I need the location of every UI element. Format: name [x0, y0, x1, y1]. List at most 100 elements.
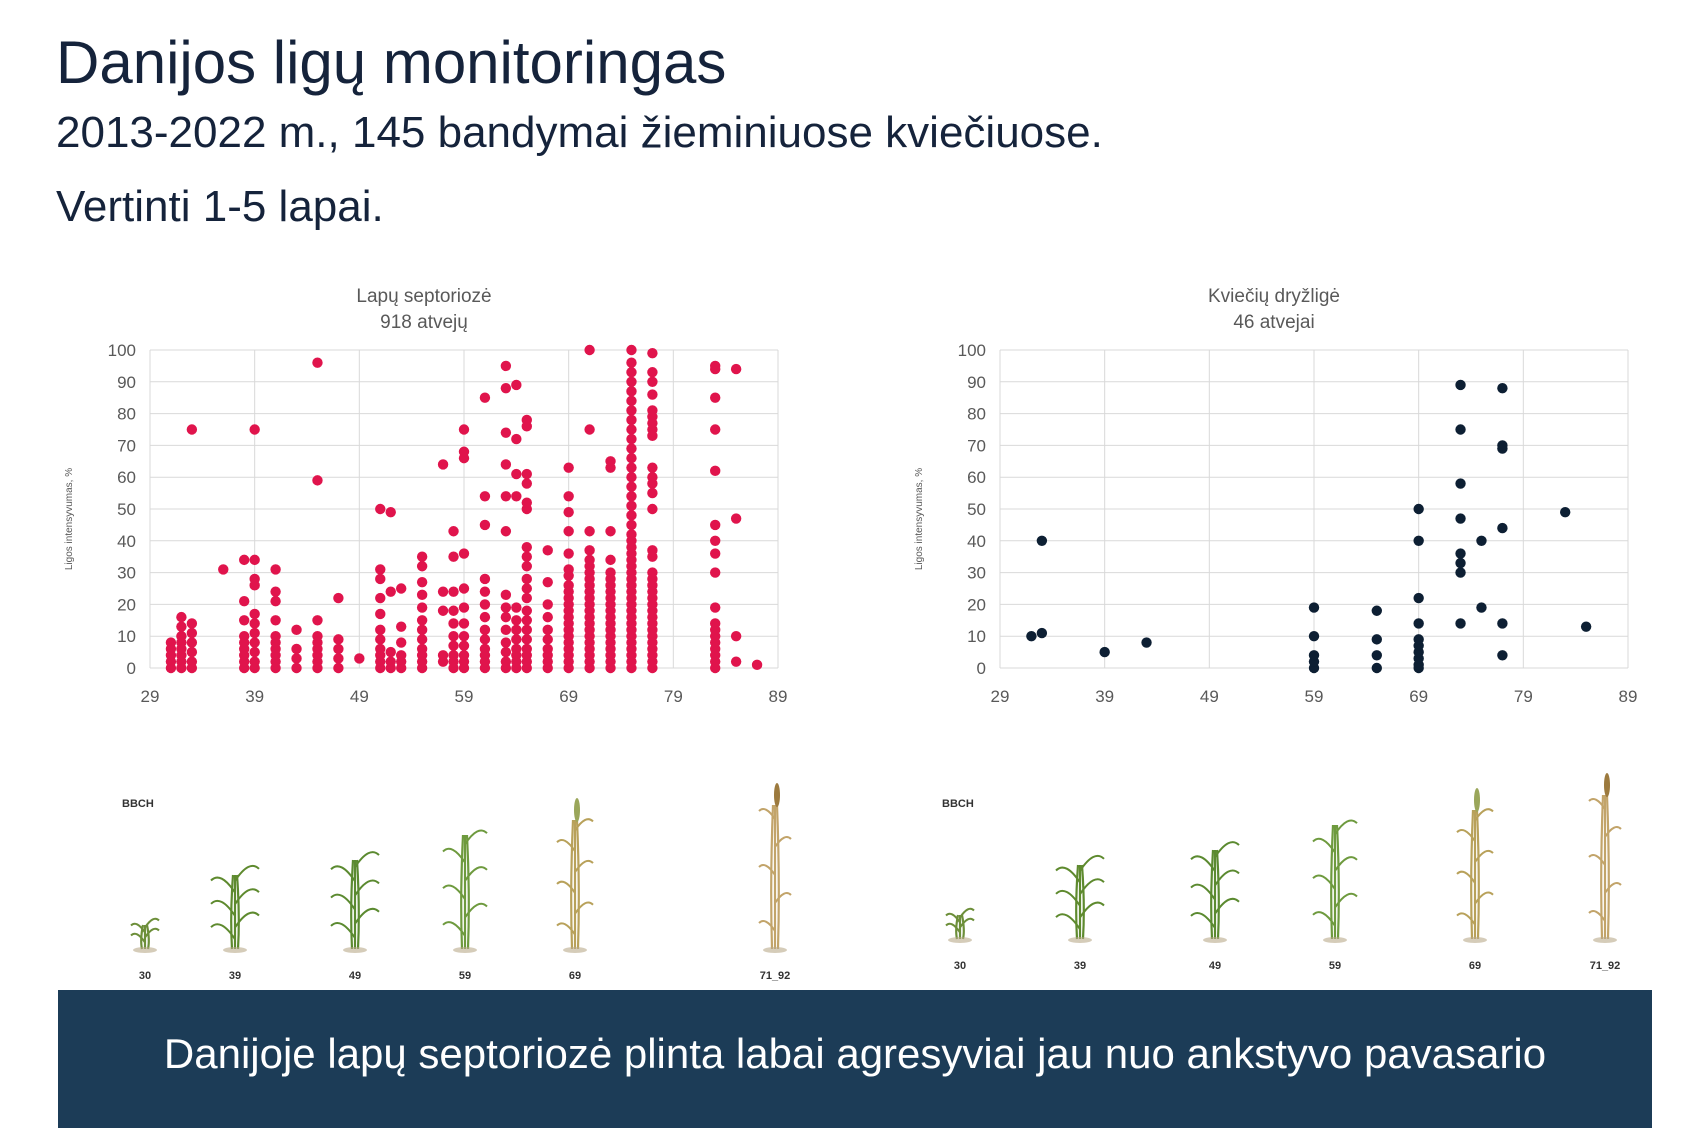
data-point: [500, 526, 512, 537]
y-tick-label: 70: [967, 436, 986, 455]
wheat-plant-icon: [1045, 835, 1115, 950]
data-point: [647, 472, 658, 483]
data-point: [584, 526, 595, 537]
data-point: [647, 567, 658, 578]
data-point: [626, 452, 637, 464]
data-point: [626, 414, 637, 426]
data-point: [710, 535, 721, 546]
data-point: [1455, 618, 1466, 629]
wheat-plant-icon: [320, 830, 390, 960]
data-point: [710, 618, 721, 629]
x-tick-label: 79: [664, 687, 683, 706]
data-point: [500, 656, 512, 667]
wheat-plant-icon: [740, 775, 810, 960]
data-point: [249, 618, 260, 629]
data-point: [521, 573, 532, 585]
data-point: [437, 650, 449, 661]
y-tick-label: 100: [958, 341, 986, 360]
data-point: [1036, 627, 1048, 639]
data-point: [626, 424, 637, 435]
y-tick-label: 10: [117, 627, 136, 646]
data-point: [375, 503, 386, 515]
data-point: [249, 573, 260, 585]
data-point: [249, 627, 260, 639]
data-point: [1413, 592, 1424, 604]
data-point: [218, 564, 229, 575]
data-point: [333, 662, 344, 674]
data-point: [312, 615, 323, 626]
data-point: [710, 602, 721, 613]
data-point: [396, 583, 407, 594]
data-point: [647, 367, 658, 378]
data-point: [1413, 503, 1424, 515]
y-axis-label: Ligos intensyvumas, %: [64, 468, 75, 570]
x-tick-label: 59: [455, 687, 474, 706]
data-point: [448, 526, 459, 537]
data-point: [385, 586, 396, 597]
data-point: [521, 497, 532, 508]
data-point: [1455, 513, 1466, 524]
data-point: [500, 360, 512, 372]
septoria-scatter-chart: Lapų septoriozė 918 atvejų 0 10 20 30 40 50 60 70…: [64, 288, 787, 706]
bbch-stage-label: 69: [568, 970, 582, 982]
data-point: [479, 634, 491, 645]
y-tick-label: 50: [967, 500, 986, 519]
data-point: [375, 608, 386, 620]
data-point: [239, 596, 250, 607]
data-point: [511, 643, 522, 655]
data-point: [500, 589, 512, 601]
data-point: [542, 599, 553, 610]
x-tick-label: 69: [1409, 687, 1428, 706]
data-point: [521, 478, 532, 489]
y-tick-label: 90: [117, 373, 136, 392]
data-point: [500, 382, 512, 394]
wheat-plant-icon: [110, 900, 180, 960]
data-point: [1371, 634, 1382, 645]
data-point: [249, 424, 260, 435]
data-point: [710, 567, 721, 578]
data-point: [710, 465, 721, 477]
data-point: [500, 602, 512, 613]
data-point: [249, 637, 260, 648]
data-point: [479, 624, 491, 636]
data-point: [479, 643, 491, 655]
data-point: [511, 491, 522, 502]
data-point: [626, 510, 637, 521]
data-point: [1371, 650, 1382, 661]
data-point: [605, 526, 616, 537]
page-title: Danijos ligų monitoringas: [56, 29, 727, 96]
data-point: [605, 456, 616, 467]
data-point: [249, 554, 260, 566]
bbch-stage-label: 39: [1073, 960, 1087, 972]
data-point: [1497, 618, 1508, 629]
x-tick-label: 49: [350, 687, 369, 706]
data-point: [626, 405, 637, 416]
data-point: [249, 656, 260, 667]
data-point: [710, 519, 721, 531]
wheat-plant-icon: [1180, 820, 1250, 950]
data-point: [333, 653, 344, 664]
data-point: [176, 621, 187, 632]
data-point: [647, 545, 658, 556]
y-tick-label: 40: [117, 532, 136, 551]
page-subtitle-period: 2013-2022 m., 145 bandymai žieminiuose k…: [56, 108, 1103, 157]
data-point: [521, 414, 532, 426]
banner-text: Danijoje lapų septoriozė plinta labai ag…: [163, 1030, 1547, 1077]
data-point: [710, 548, 721, 559]
data-point: [416, 602, 428, 613]
data-point: [1026, 631, 1037, 642]
data-point: [375, 564, 386, 575]
data-point: [291, 624, 302, 636]
x-tick-label: 89: [1619, 687, 1638, 706]
bbch-stage-label: 71_92: [759, 970, 791, 982]
data-point: [458, 650, 470, 661]
data-point: [1308, 631, 1320, 642]
y-tick-label: 30: [117, 564, 136, 583]
bbch-stage-label: 59: [1328, 960, 1342, 972]
data-point: [312, 475, 323, 486]
data-point: [448, 640, 459, 651]
data-point: [186, 424, 198, 435]
data-point: [1371, 662, 1382, 674]
data-point: [270, 596, 281, 607]
data-point: [270, 615, 281, 626]
